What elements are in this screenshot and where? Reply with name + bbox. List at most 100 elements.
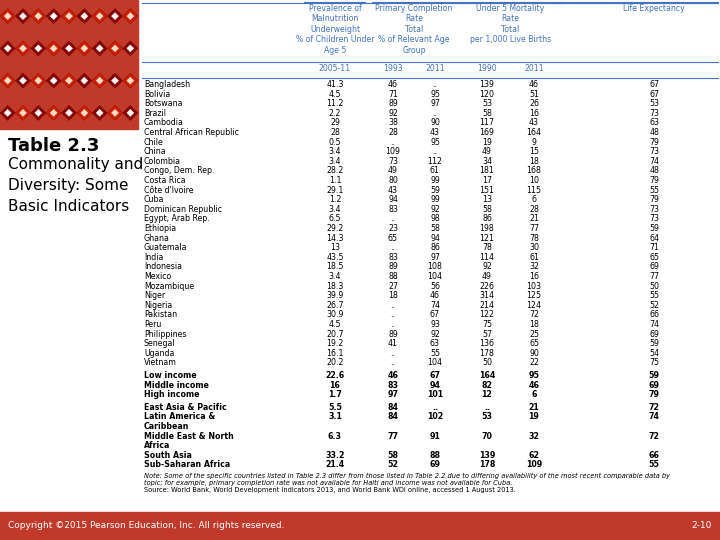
Text: 1993: 1993 xyxy=(383,64,402,73)
Text: 46: 46 xyxy=(528,381,539,389)
Text: 3.4: 3.4 xyxy=(329,157,341,166)
Text: 104: 104 xyxy=(428,359,443,367)
Text: Sub-Saharan Africa: Sub-Saharan Africa xyxy=(144,461,230,469)
Text: 102: 102 xyxy=(427,413,443,421)
Text: ..: .. xyxy=(433,80,438,89)
Text: 117: 117 xyxy=(480,118,495,127)
Text: 46: 46 xyxy=(430,291,440,300)
Text: 28: 28 xyxy=(330,128,340,137)
Text: 115: 115 xyxy=(526,186,541,194)
Text: ..: .. xyxy=(433,147,438,156)
Polygon shape xyxy=(123,105,138,120)
Polygon shape xyxy=(127,45,134,52)
Text: 57: 57 xyxy=(482,329,492,339)
Text: 11.2: 11.2 xyxy=(326,99,343,108)
Text: 22.6: 22.6 xyxy=(325,371,345,380)
Text: 13: 13 xyxy=(482,195,492,204)
Text: 73: 73 xyxy=(388,157,398,166)
Text: 20.2: 20.2 xyxy=(326,359,343,367)
Text: 38: 38 xyxy=(388,118,398,127)
Text: 18: 18 xyxy=(529,157,539,166)
Text: 77: 77 xyxy=(387,431,398,441)
Polygon shape xyxy=(127,77,134,84)
Text: 46: 46 xyxy=(529,80,539,89)
Text: 43: 43 xyxy=(388,186,398,194)
Text: 70: 70 xyxy=(482,431,492,441)
Polygon shape xyxy=(46,105,61,120)
Text: 58: 58 xyxy=(482,205,492,214)
Text: 94: 94 xyxy=(430,234,440,242)
Text: 90: 90 xyxy=(430,118,440,127)
Text: 3.4: 3.4 xyxy=(329,272,341,281)
Text: 10: 10 xyxy=(529,176,539,185)
Text: 84: 84 xyxy=(387,413,398,421)
Text: 78: 78 xyxy=(482,243,492,252)
Text: 54: 54 xyxy=(649,349,659,358)
Text: Copyright ©2015 Pearson Education, Inc. All rights reserved.: Copyright ©2015 Pearson Education, Inc. … xyxy=(8,522,284,530)
Text: 14.3: 14.3 xyxy=(326,234,343,242)
Polygon shape xyxy=(0,9,15,24)
Text: 181: 181 xyxy=(480,166,495,176)
Text: 72: 72 xyxy=(529,310,539,319)
Text: 59: 59 xyxy=(430,186,440,194)
Polygon shape xyxy=(50,77,57,84)
Text: 1.7: 1.7 xyxy=(328,390,342,399)
Text: 178: 178 xyxy=(479,461,495,469)
Text: 15: 15 xyxy=(529,147,539,156)
Text: 65: 65 xyxy=(649,253,659,262)
Text: 169: 169 xyxy=(480,128,495,137)
Text: 50: 50 xyxy=(649,281,659,291)
Text: 56: 56 xyxy=(430,281,440,291)
Text: 78: 78 xyxy=(529,234,539,242)
Text: 97: 97 xyxy=(387,390,398,399)
Text: 21: 21 xyxy=(529,214,539,224)
Text: 77: 77 xyxy=(649,272,659,281)
Polygon shape xyxy=(77,73,92,88)
Text: 12: 12 xyxy=(482,390,492,399)
Text: 122: 122 xyxy=(480,310,495,319)
Text: 79: 79 xyxy=(649,390,660,399)
Text: 4.5: 4.5 xyxy=(329,320,341,329)
Text: 95: 95 xyxy=(430,138,440,146)
Text: 28: 28 xyxy=(529,205,539,214)
Text: 16: 16 xyxy=(330,381,341,389)
Polygon shape xyxy=(81,45,88,52)
Text: Côte d'Ivoire: Côte d'Ivoire xyxy=(144,186,194,194)
Text: 0.5: 0.5 xyxy=(329,138,341,146)
Text: 3.1: 3.1 xyxy=(328,413,342,421)
Polygon shape xyxy=(112,110,119,117)
Polygon shape xyxy=(0,41,15,56)
Text: 73: 73 xyxy=(649,205,659,214)
Text: Philippines: Philippines xyxy=(144,329,186,339)
Text: 1.1: 1.1 xyxy=(329,176,341,185)
Text: 99: 99 xyxy=(430,176,440,185)
Text: 55: 55 xyxy=(430,349,440,358)
Text: ..: .. xyxy=(390,310,395,319)
Text: 19: 19 xyxy=(482,138,492,146)
Text: 66: 66 xyxy=(649,310,659,319)
Text: 20.7: 20.7 xyxy=(326,329,343,339)
Text: 124: 124 xyxy=(526,301,541,310)
Text: 99: 99 xyxy=(430,195,440,204)
Text: 34: 34 xyxy=(482,157,492,166)
Polygon shape xyxy=(50,110,57,117)
Text: 28: 28 xyxy=(388,128,398,137)
Text: Middle income: Middle income xyxy=(144,381,209,389)
Text: 28.2: 28.2 xyxy=(326,166,343,176)
Text: 104: 104 xyxy=(428,272,443,281)
Text: Prevalence of
Malnutrition
Underweight
% of Children Under
Age 5: Prevalence of Malnutrition Underweight %… xyxy=(296,4,374,55)
Text: ..: .. xyxy=(433,109,438,118)
Text: 69: 69 xyxy=(649,381,660,389)
Text: 125: 125 xyxy=(526,291,541,300)
Text: 98: 98 xyxy=(430,214,440,224)
Text: 65: 65 xyxy=(529,339,539,348)
Text: 26: 26 xyxy=(529,99,539,108)
Polygon shape xyxy=(77,41,92,56)
Polygon shape xyxy=(4,12,12,19)
Text: 18.5: 18.5 xyxy=(326,262,343,272)
Text: 29: 29 xyxy=(330,118,340,127)
Text: 226: 226 xyxy=(480,281,495,291)
Text: ..: .. xyxy=(390,320,395,329)
Text: 97: 97 xyxy=(430,99,440,108)
Text: 23: 23 xyxy=(388,224,398,233)
